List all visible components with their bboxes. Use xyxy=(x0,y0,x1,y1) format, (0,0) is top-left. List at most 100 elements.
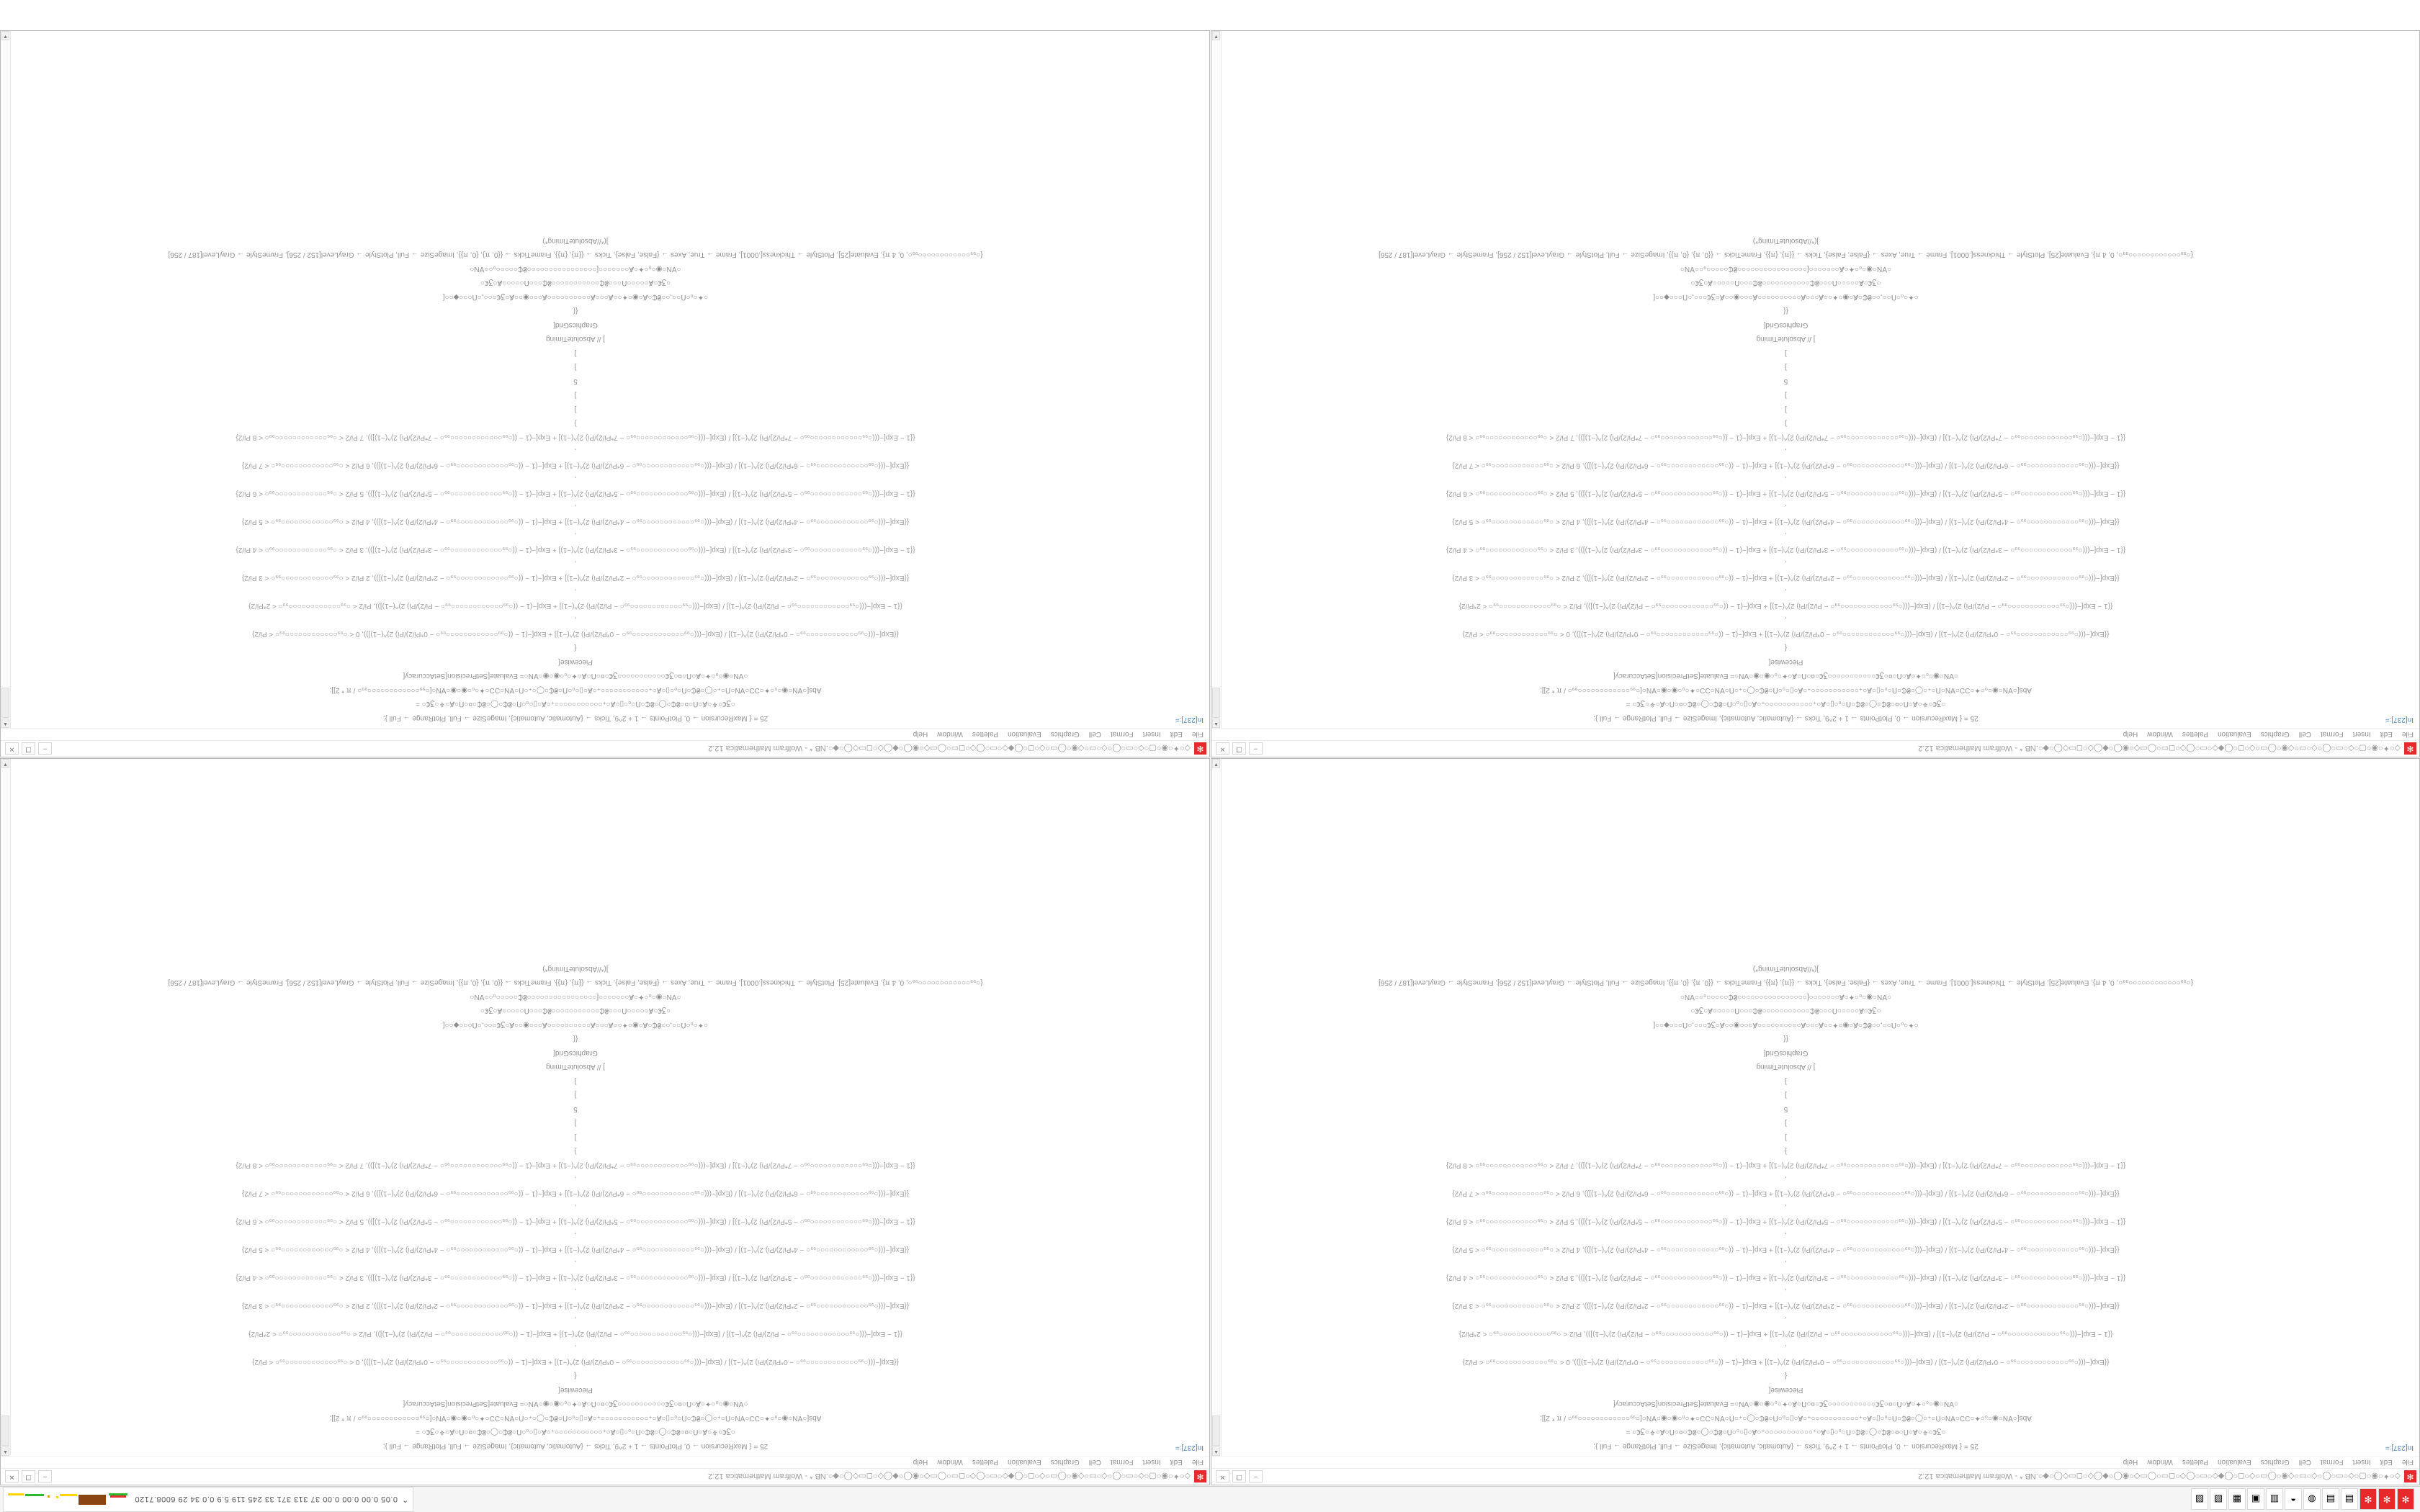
notebook-canvas[interactable]: In[237]:= 25 = { MaxRecursion → 0, PlotPo… xyxy=(1211,759,2419,1456)
app-icon-mathematica-1[interactable]: ✻ xyxy=(2397,1488,2414,1511)
menu-item-edit[interactable]: Edit xyxy=(1170,1458,1183,1467)
mathematica-spikey-icon[interactable]: ✻ xyxy=(1194,742,1206,755)
scroll-up-arrow-icon[interactable]: ▲ xyxy=(1,719,9,728)
maximize-button[interactable]: ❐ xyxy=(22,742,35,755)
app-icon-folder[interactable]: ▨ xyxy=(2191,1488,2208,1511)
menu-item-evaluation[interactable]: Evaluation xyxy=(1008,730,1041,739)
vertical-scrollbar[interactable]: ▲ ▼ xyxy=(1,759,11,1456)
window-titlebar[interactable]: ✻ ◇○✦○◉○▢○◇○▭○◯○◇○▭○◇◉○◯▭○◇○◻○◯◆◇○▭○◯◇○◻▭… xyxy=(1211,1468,2419,1485)
app-icon-notepad[interactable]: ▥ xyxy=(2266,1488,2283,1511)
window-titlebar[interactable]: ✻ ◇○✦○◉○▢○◇○▭○◯○◇○▭○◇◉○◯▭○◇○◻○◯◆◇○▭○◯◇○◻▭… xyxy=(1,740,1209,757)
window-titlebar[interactable]: ✻ ◇○✦○◉○▢○◇○▭○◯○◇○▭○◇◉○◯▭○◇○◻○◯◆◇○▭○◯◇○◻▭… xyxy=(1,1468,1209,1485)
app-icon-settings[interactable]: ▦ xyxy=(2228,1488,2246,1511)
menu-bar[interactable]: File Edit Insert Format Cell Graphics Evaluati… xyxy=(1211,1456,2419,1468)
cell-content[interactable]: 25 = { MaxRecursion → 0, PlotPoints → 1 … xyxy=(1211,231,2419,729)
menu-item-insert[interactable]: Insert xyxy=(1142,730,1161,739)
scroll-down-arrow-icon[interactable]: ▼ xyxy=(1212,31,1220,40)
scrollbar-thumb[interactable] xyxy=(1212,688,1220,718)
maximize-button[interactable]: ❐ xyxy=(1232,1470,1246,1483)
menu-item-edit[interactable]: Edit xyxy=(2380,730,2393,739)
scrollbar-thumb[interactable] xyxy=(1,688,9,718)
scrollbar-thumb[interactable] xyxy=(1,1416,9,1446)
close-button[interactable]: ✕ xyxy=(5,742,19,755)
menu-item-cell[interactable]: Cell xyxy=(1088,1458,1101,1467)
taskbar-launcher-icons[interactable]: ✻ ✻ ✻ ▤ ▤ ◍ ◓ ▥ ▣ ▦ ▧ ▨ xyxy=(2191,1488,2414,1511)
menu-item-cell[interactable]: Cell xyxy=(2298,730,2311,739)
system-tray[interactable]: ⌃ 0.05 0.00 0.00 0.00 37 313 371 33 245 … xyxy=(3,1487,414,1512)
cell-content[interactable]: 25 = { MaxRecursion → 0, PlotPoints → 1 … xyxy=(1211,959,2419,1457)
scroll-down-arrow-icon[interactable]: ▼ xyxy=(1,31,9,40)
maximize-button[interactable]: ❐ xyxy=(1232,742,1246,755)
window-controls[interactable]: – ❐ ✕ xyxy=(1216,742,1263,755)
notebook-window-top-left[interactable]: ✻ ◇○✦○◉○▢○◇○▭○◯○◇○▭○◇◉○◯▭○◇○◻○◯◆◇○▭○◯◇○◻▭… xyxy=(1211,758,2420,1485)
cell-content[interactable]: 25 = { MaxRecursion → 0, PlotPoints → 1 … xyxy=(1,959,1209,1457)
taskbar[interactable]: ✻ ✻ ✻ ▤ ▤ ◍ ◓ ▥ ▣ ▦ ▧ ▨ ⌃ 0.05 0.00 0.00 0.00 37 31… xyxy=(0,1486,2420,1512)
menu-item-format[interactable]: Format xyxy=(1110,1458,1134,1467)
cell-content[interactable]: 25 = { MaxRecursion → 0, PlotPoints → 1 … xyxy=(1,231,1209,729)
window-controls[interactable]: – ❐ ✕ xyxy=(5,1470,52,1483)
close-button[interactable]: ✕ xyxy=(5,1470,19,1483)
vertical-scrollbar[interactable]: ▲ ▼ xyxy=(1,31,11,728)
close-button[interactable]: ✕ xyxy=(1216,1470,1229,1483)
notebook-canvas[interactable]: In[237]:= 25 = { MaxRecursion → 0, PlotPo… xyxy=(1211,31,2419,728)
app-icon-browser[interactable]: ▧ xyxy=(2210,1488,2227,1511)
menu-item-format[interactable]: Format xyxy=(2320,1458,2344,1467)
scroll-down-arrow-icon[interactable]: ▼ xyxy=(1,759,9,768)
scroll-up-arrow-icon[interactable]: ▲ xyxy=(1212,719,1220,728)
menu-item-help[interactable]: Help xyxy=(2123,730,2138,739)
menu-item-file[interactable]: File xyxy=(2401,1458,2414,1467)
app-icon-paint[interactable]: ◓ xyxy=(2285,1488,2302,1511)
menu-item-format[interactable]: Format xyxy=(2320,730,2344,739)
menu-bar[interactable]: File Edit Insert Format Cell Graphics Evaluati… xyxy=(1,728,1209,740)
close-button[interactable]: ✕ xyxy=(1216,742,1229,755)
window-titlebar[interactable]: ✻ ◇○✦○◉○▢○◇○▭○◯○◇○▭○◇◉○◯▭○◇○◻○◯◆◇○▭○◯◇○◻▭… xyxy=(1211,740,2419,757)
maximize-button[interactable]: ❐ xyxy=(22,1470,35,1483)
app-icon-explorer-1[interactable]: ▤ xyxy=(2341,1488,2358,1511)
tray-chevron-up-icon[interactable]: ⌃ xyxy=(402,1495,409,1503)
notebook-window-top-right[interactable]: ✻ ◇○✦○◉○▢○◇○▭○◯○◇○▭○◇◉○◯▭○◇○◻○◯◆◇○▭○◯◇○◻▭… xyxy=(0,758,1210,1485)
app-icon-explorer-2[interactable]: ▤ xyxy=(2322,1488,2339,1511)
mathematica-spikey-icon[interactable]: ✻ xyxy=(1194,1470,1206,1483)
menu-item-help[interactable]: Help xyxy=(913,730,928,739)
menu-item-window[interactable]: Window xyxy=(937,1458,963,1467)
menu-item-graphics[interactable]: Graphics xyxy=(2260,730,2290,739)
menu-item-help[interactable]: Help xyxy=(2123,1458,2138,1467)
scroll-up-arrow-icon[interactable]: ▲ xyxy=(1212,1446,1220,1456)
app-icon-mathematica-3[interactable]: ✻ xyxy=(2360,1488,2377,1511)
notebook-canvas[interactable]: In[237]:= 25 = { MaxRecursion → 0, PlotPo… xyxy=(1,759,1209,1456)
menu-item-insert[interactable]: Insert xyxy=(2352,730,2371,739)
minimize-button[interactable]: – xyxy=(38,742,52,755)
scrollbar-thumb[interactable] xyxy=(1212,1416,1220,1446)
menu-item-evaluation[interactable]: Evaluation xyxy=(2218,730,2251,739)
menu-item-insert[interactable]: Insert xyxy=(1142,1458,1161,1467)
menu-item-window[interactable]: Window xyxy=(2147,730,2173,739)
menu-item-cell[interactable]: Cell xyxy=(2298,1458,2311,1467)
menu-item-file[interactable]: File xyxy=(1191,1458,1204,1467)
minimize-button[interactable]: – xyxy=(1249,1470,1263,1483)
menu-item-graphics[interactable]: Graphics xyxy=(1050,1458,1080,1467)
scroll-up-arrow-icon[interactable]: ▲ xyxy=(1,1446,9,1456)
menu-item-help[interactable]: Help xyxy=(913,1458,928,1467)
menu-item-edit[interactable]: Edit xyxy=(1170,730,1183,739)
window-controls[interactable]: – ❐ ✕ xyxy=(1216,1470,1263,1483)
scroll-down-arrow-icon[interactable]: ▼ xyxy=(1212,759,1220,768)
menu-item-window[interactable]: Window xyxy=(937,730,963,739)
menu-item-palettes[interactable]: Palettes xyxy=(972,730,998,739)
window-controls[interactable]: – ❐ ✕ xyxy=(5,742,52,755)
menu-item-palettes[interactable]: Palettes xyxy=(2182,730,2208,739)
menu-bar[interactable]: File Edit Insert Format Cell Graphics Evaluati… xyxy=(1211,728,2419,740)
app-icon-media[interactable]: ◍ xyxy=(2303,1488,2321,1511)
minimize-button[interactable]: – xyxy=(1249,742,1263,755)
menu-item-format[interactable]: Format xyxy=(1110,730,1134,739)
menu-item-file[interactable]: File xyxy=(2401,730,2414,739)
vertical-scrollbar[interactable]: ▲ ▼ xyxy=(1211,31,1222,728)
app-icon-mathematica-2[interactable]: ✻ xyxy=(2378,1488,2396,1511)
mathematica-spikey-icon[interactable]: ✻ xyxy=(2404,1470,2416,1483)
tray-resource-graph[interactable] xyxy=(8,1490,130,1508)
menu-bar[interactable]: File Edit Insert Format Cell Graphics Evaluati… xyxy=(1,1456,1209,1468)
menu-item-insert[interactable]: Insert xyxy=(2352,1458,2371,1467)
mathematica-spikey-icon[interactable]: ✻ xyxy=(2404,742,2416,755)
menu-item-edit[interactable]: Edit xyxy=(2380,1458,2393,1467)
app-icon-terminal[interactable]: ▣ xyxy=(2247,1488,2264,1511)
menu-item-cell[interactable]: Cell xyxy=(1088,730,1101,739)
